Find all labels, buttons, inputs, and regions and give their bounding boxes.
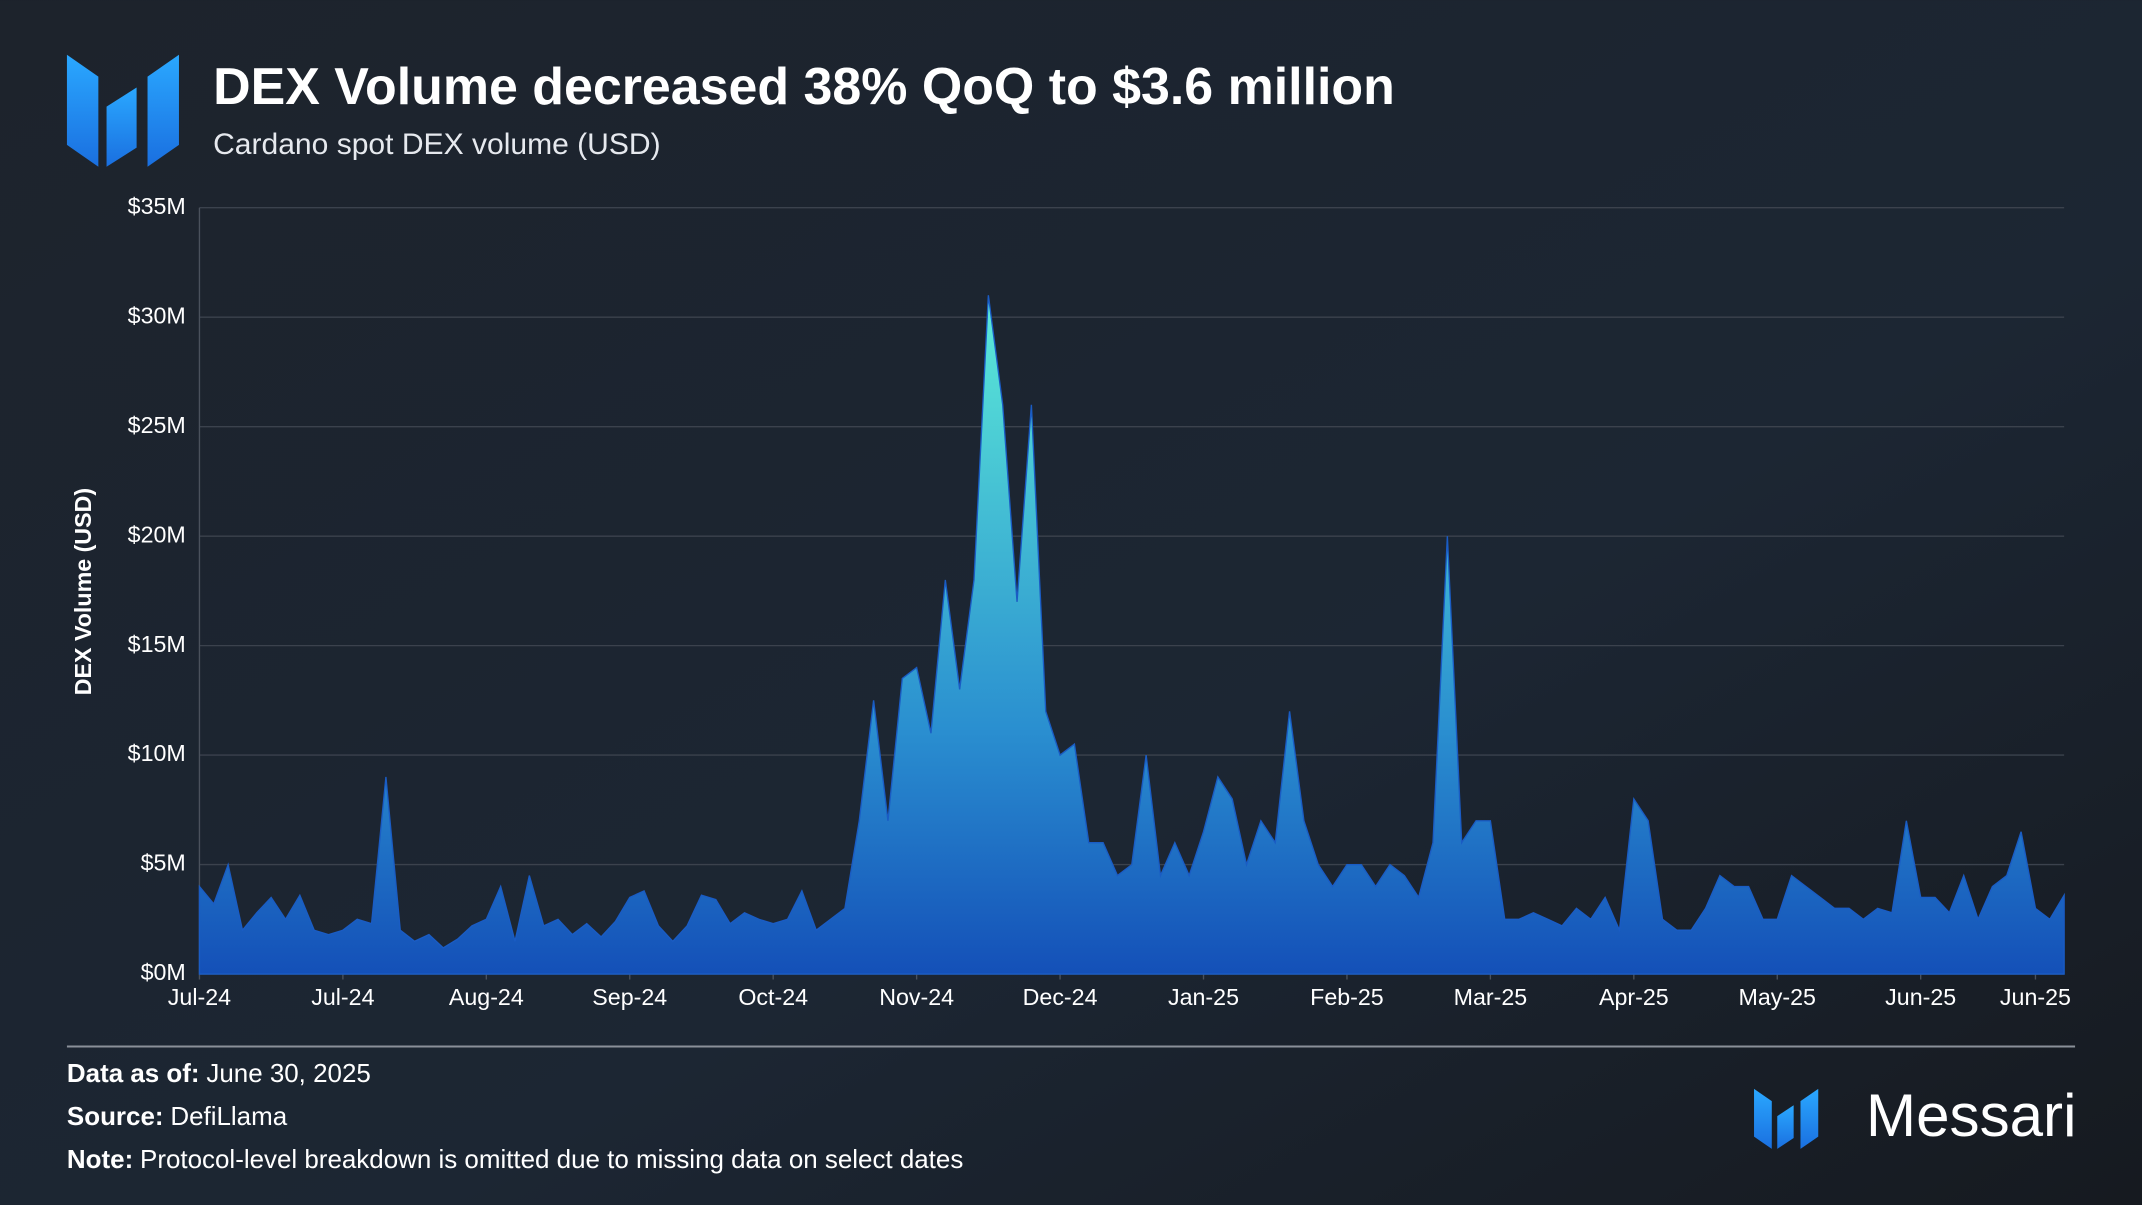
y-tick-label: $35M <box>128 193 186 219</box>
footer-line: Source: DefiLlama <box>67 1103 288 1131</box>
y-tick-label: $20M <box>128 521 186 547</box>
x-tick-label: Jul-24 <box>168 984 231 1010</box>
x-tick-label: Jun-25 <box>2000 984 2071 1010</box>
x-tick-label: Apr-25 <box>1599 984 1669 1010</box>
brand-logo <box>1754 1088 1819 1149</box>
area <box>198 295 2065 975</box>
footer-text: Protocol-level breakdown is omitted due … <box>140 1146 963 1174</box>
x-tick-label: Dec-24 <box>1023 984 1098 1010</box>
footer-text: June 30, 2025 <box>206 1060 370 1088</box>
x-tick-label: Nov-24 <box>879 984 954 1010</box>
footer-text: DefiLlama <box>170 1103 287 1131</box>
footer-line: Note: Protocol-level breakdown is omitted… <box>67 1146 963 1174</box>
y-axis-label: DEX Volume (USD) <box>70 488 96 695</box>
x-tick-label: Jan-25 <box>1168 984 1239 1010</box>
footer-label: Data as of: <box>67 1060 200 1088</box>
y-tick-label: $0M <box>141 959 186 985</box>
brand-name: Messari <box>1866 1082 2076 1149</box>
y-tick-label: $25M <box>128 412 186 438</box>
chart-subtitle: Cardano spot DEX volume (USD) <box>213 128 661 161</box>
x-tick-label: Jul-24 <box>311 984 374 1010</box>
footer-line: Data as of: June 30, 2025 <box>67 1060 371 1088</box>
plot: $0M $5M $10M $15M $20M $25M $30M $35M Jul-24 Jul-… <box>128 193 2071 1010</box>
chart-title: DEX Volume decreased 38% QoQ to $3.6 mil… <box>213 58 1395 116</box>
x-tick-label: Jun-25 <box>1885 984 1956 1010</box>
footer-label: Note: <box>67 1146 133 1174</box>
x-tick-label: Oct-24 <box>738 984 808 1010</box>
y-tick-label: $10M <box>128 740 186 766</box>
y-tick-label: $15M <box>128 631 186 657</box>
x-tick-label: May-25 <box>1739 984 1816 1010</box>
x-tick-label: Mar-25 <box>1454 984 1528 1010</box>
footer: Data as of: June 30, 2025 Source: DefiLlama… <box>67 1060 963 1174</box>
y-tick-label: $30M <box>128 302 186 328</box>
logo <box>66 54 179 167</box>
x-tick-label: Aug-24 <box>449 984 524 1010</box>
x-tick-label: Feb-25 <box>1310 984 1384 1010</box>
footer-label: Source: <box>67 1103 164 1131</box>
y-tick-label: $5M <box>141 850 186 876</box>
x-tick-label: Sep-24 <box>592 984 667 1010</box>
